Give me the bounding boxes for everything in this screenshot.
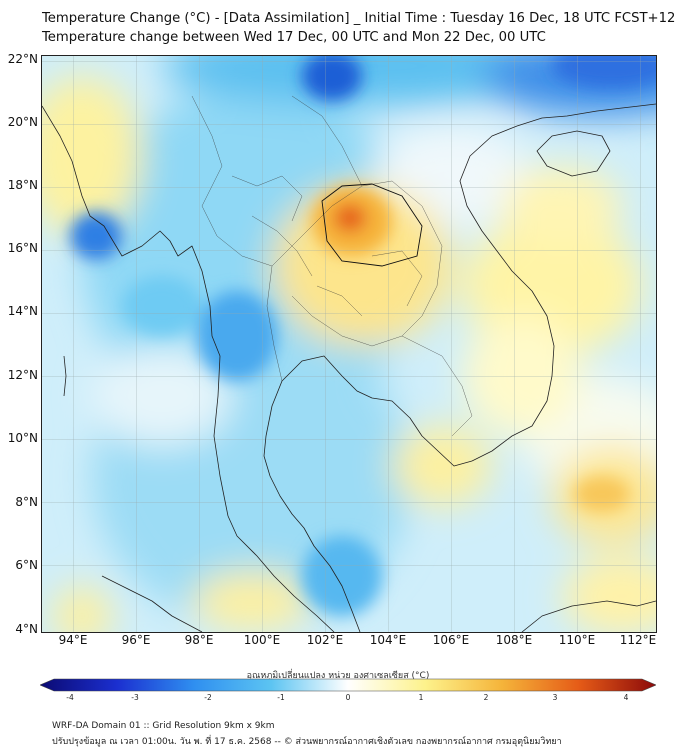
lon-tick: 112°E (619, 633, 657, 647)
footer-model-info: WRF-DA Domain 01 :: Grid Resolution 9km … (52, 721, 275, 731)
footer-credit: ปรับปรุงข้อมูล ณ เวลา 01:00น. วัน พ. ที่… (52, 737, 562, 747)
lat-tick: 14°N (7, 304, 38, 318)
lat-tick: 18°N (7, 178, 38, 192)
lon-tick: 98°E (184, 633, 214, 647)
lat-tick: 16°N (7, 241, 38, 255)
lon-tick: 94°E (58, 633, 88, 647)
map-subtitle: Temperature change between Wed 17 Dec, 0… (42, 30, 546, 45)
region-outline (321, 183, 423, 267)
colorbar-tick: -4 (66, 693, 74, 702)
colorbar-title: อุณหภูมิเปลี่ยนแปลง หน่วย องศาเซลเซียส (… (246, 671, 430, 681)
colorbar-tick: -3 (131, 693, 139, 702)
lon-tick: 110°E (558, 633, 596, 647)
colorbar-tick: 0 (345, 693, 351, 702)
lat-tick: 8°N (15, 495, 38, 509)
lon-tick: 100°E (243, 633, 281, 647)
lon-tick: 96°E (121, 633, 151, 647)
colorbar-tick: 2 (483, 693, 489, 702)
colorbar-tick: 3 (552, 693, 558, 702)
borders (191, 95, 473, 437)
lat-tick: 4°N (15, 622, 38, 636)
lon-tick: 106°E (432, 633, 470, 647)
colorbar-tick: 4 (623, 693, 629, 702)
colorbar-tick: -1 (277, 693, 285, 702)
temperature-field (42, 56, 656, 632)
colorbar (40, 678, 656, 692)
colorbar-tick: 1 (418, 693, 424, 702)
temperature-change-map (41, 55, 657, 633)
lon-tick: 102°E (306, 633, 344, 647)
lat-tick: 6°N (15, 558, 38, 572)
lat-tick: 10°N (7, 431, 38, 445)
map-gridlines (42, 56, 656, 632)
lon-tick: 108°E (495, 633, 533, 647)
lat-tick: 12°N (7, 368, 38, 382)
lon-tick: 104°E (369, 633, 407, 647)
lat-tick: 20°N (7, 115, 38, 129)
coastlines (42, 103, 656, 632)
map-title: Temperature Change (°C) - [Data Assimila… (42, 11, 676, 26)
lat-tick: 22°N (7, 52, 38, 66)
colorbar-tick: -2 (204, 693, 212, 702)
